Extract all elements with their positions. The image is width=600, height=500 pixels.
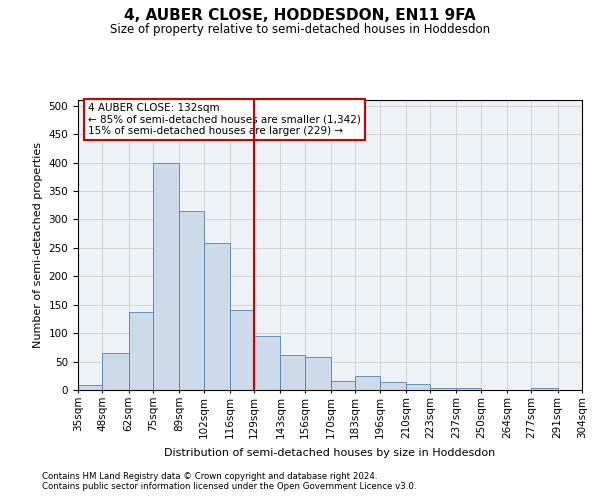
- Bar: [128, 312, 153, 390]
- Text: 4 AUBER CLOSE: 132sqm
← 85% of semi-detached houses are smaller (1,342)
15% of s: 4 AUBER CLOSE: 132sqm ← 85% of semi-deta…: [88, 103, 361, 136]
- Bar: [153, 162, 179, 390]
- Text: 4, AUBER CLOSE, HODDESDON, EN11 9FA: 4, AUBER CLOSE, HODDESDON, EN11 9FA: [124, 8, 476, 22]
- Bar: [380, 382, 406, 390]
- Y-axis label: Number of semi-detached properties: Number of semi-detached properties: [33, 142, 43, 348]
- Bar: [230, 310, 254, 390]
- Bar: [280, 354, 305, 390]
- Text: Contains HM Land Registry data © Crown copyright and database right 2024.: Contains HM Land Registry data © Crown c…: [42, 472, 377, 481]
- Bar: [457, 388, 481, 390]
- Bar: [254, 336, 280, 390]
- Bar: [179, 211, 203, 390]
- Bar: [430, 388, 457, 390]
- Bar: [203, 244, 230, 390]
- Bar: [305, 357, 331, 390]
- Text: Contains public sector information licensed under the Open Government Licence v3: Contains public sector information licen…: [42, 482, 416, 491]
- Bar: [331, 382, 355, 390]
- Text: Size of property relative to semi-detached houses in Hoddesdon: Size of property relative to semi-detach…: [110, 22, 490, 36]
- Bar: [406, 384, 430, 390]
- Bar: [355, 376, 380, 390]
- Bar: [78, 386, 103, 390]
- Bar: [532, 388, 557, 390]
- Text: Distribution of semi-detached houses by size in Hoddesdon: Distribution of semi-detached houses by …: [164, 448, 496, 458]
- Bar: [103, 353, 128, 390]
